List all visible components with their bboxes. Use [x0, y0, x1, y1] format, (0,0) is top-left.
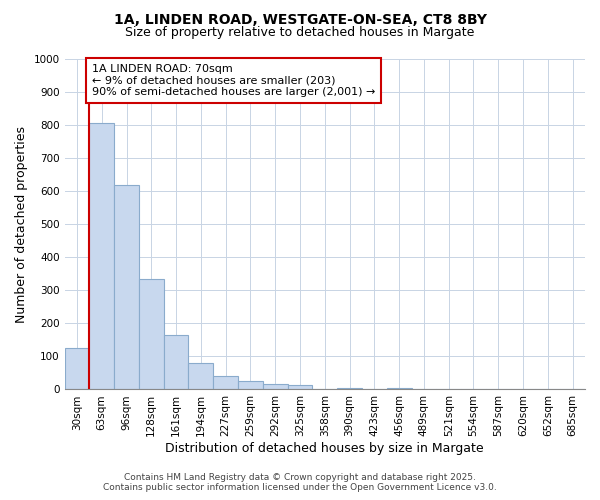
Bar: [89, 124, 114, 390]
Bar: [164, 335, 188, 390]
X-axis label: Distribution of detached houses by size in Margate: Distribution of detached houses by size …: [166, 442, 484, 455]
Bar: [114, 184, 139, 390]
Bar: [263, 384, 287, 390]
Bar: [337, 388, 362, 390]
Bar: [188, 363, 213, 390]
Y-axis label: Number of detached properties: Number of detached properties: [15, 126, 28, 322]
Bar: [238, 380, 263, 390]
Text: Contains HM Land Registry data © Crown copyright and database right 2025.
Contai: Contains HM Land Registry data © Crown c…: [103, 473, 497, 492]
Text: 1A, LINDEN ROAD, WESTGATE-ON-SEA, CT8 8BY: 1A, LINDEN ROAD, WESTGATE-ON-SEA, CT8 8B…: [113, 12, 487, 26]
Text: Size of property relative to detached houses in Margate: Size of property relative to detached ho…: [125, 26, 475, 39]
Bar: [139, 279, 164, 390]
Bar: [287, 385, 313, 390]
Bar: [65, 348, 89, 390]
Bar: [387, 388, 412, 390]
Bar: [213, 376, 238, 390]
Text: 1A LINDEN ROAD: 70sqm
← 9% of detached houses are smaller (203)
90% of semi-deta: 1A LINDEN ROAD: 70sqm ← 9% of detached h…: [92, 64, 375, 97]
